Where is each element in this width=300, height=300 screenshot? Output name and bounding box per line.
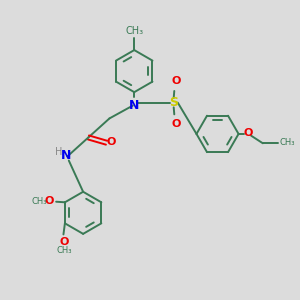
Text: O: O (171, 119, 181, 129)
Text: O: O (171, 76, 181, 86)
Text: H: H (56, 147, 63, 157)
Text: O: O (44, 196, 54, 206)
Text: O: O (107, 137, 116, 147)
Text: CH₃: CH₃ (279, 138, 295, 147)
Text: CH₃: CH₃ (57, 246, 72, 255)
Text: O: O (60, 237, 69, 248)
Text: CH₃: CH₃ (125, 26, 143, 36)
Text: S: S (169, 96, 178, 109)
Text: CH₃: CH₃ (31, 196, 47, 206)
Text: N: N (60, 149, 71, 162)
Text: N: N (128, 99, 139, 112)
Text: O: O (243, 128, 253, 138)
